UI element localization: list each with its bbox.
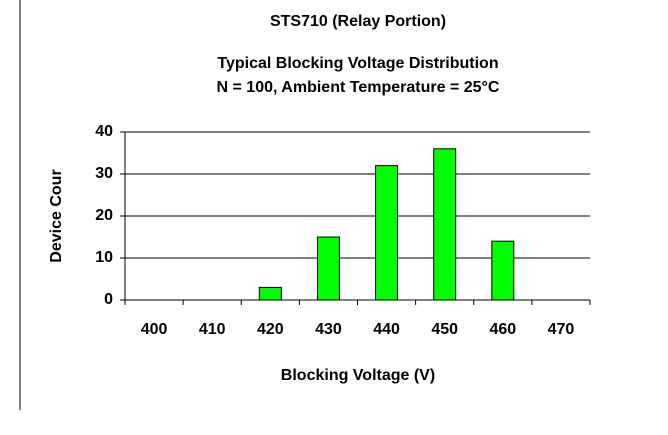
chart-subtitle: Typical Blocking Voltage Distribution	[217, 55, 498, 72]
bar	[375, 165, 399, 301]
bar	[258, 286, 282, 301]
x-tick-label: 420	[257, 321, 284, 338]
chart-title: STS710 (Relay Portion)	[270, 13, 446, 30]
bar	[316, 236, 340, 301]
y-tick-label: 10	[95, 249, 113, 266]
y-axis-label: Device Cour	[48, 169, 65, 262]
bar	[491, 240, 515, 301]
y-tick-label: 20	[95, 207, 113, 224]
chart-subtitle: N = 100, Ambient Temperature = 25°C	[217, 79, 500, 96]
bar	[433, 148, 457, 301]
x-tick-label: 470	[548, 321, 575, 338]
x-tick-label: 430	[315, 321, 342, 338]
x-tick-label: 410	[199, 321, 226, 338]
x-tick-label: 450	[431, 321, 458, 338]
y-tick-label: 30	[95, 165, 113, 182]
x-tick-label: 460	[489, 321, 516, 338]
x-tick-label: 440	[373, 321, 400, 338]
x-axis-label: Blocking Voltage (V)	[281, 367, 435, 384]
y-tick-label: 0	[104, 291, 113, 308]
y-tick-label: 40	[95, 123, 113, 140]
x-tick-label: 400	[141, 321, 168, 338]
